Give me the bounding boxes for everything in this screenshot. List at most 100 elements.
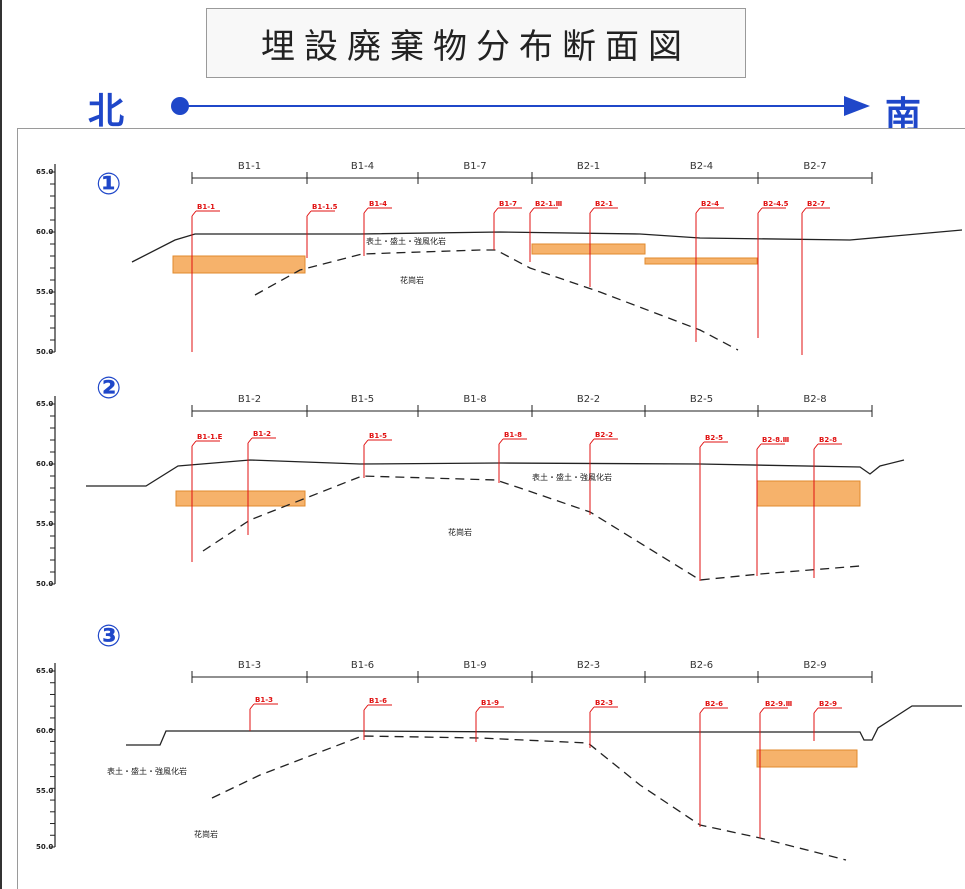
borehole-label: B2-7 bbox=[807, 200, 825, 208]
bedrock-boundary-line bbox=[254, 249, 739, 351]
borehole-leader bbox=[498, 438, 504, 445]
borehole-label: B1-4 bbox=[369, 200, 387, 208]
borehole-leader bbox=[475, 706, 481, 713]
axis-tick-label: 60.0 bbox=[36, 228, 53, 236]
span-label: B2-1 bbox=[577, 161, 600, 172]
axis-tick-label: 65.0 bbox=[36, 667, 53, 675]
granite-label: 花崗岩 bbox=[194, 829, 218, 839]
waste-layer bbox=[756, 480, 861, 507]
bedrock-boundary-line bbox=[202, 475, 861, 581]
borehole-leader bbox=[699, 441, 705, 448]
span-label: B1-8 bbox=[463, 394, 486, 405]
span-label: B2-3 bbox=[577, 660, 600, 671]
waste-layer bbox=[531, 243, 646, 255]
waste-layer bbox=[172, 255, 306, 274]
borehole-leader bbox=[191, 440, 197, 447]
borehole-leader bbox=[756, 443, 762, 450]
borehole-label: B2-4.5 bbox=[763, 200, 789, 208]
upper-layer-label: 表土・盛土・強風化岩 bbox=[366, 236, 446, 246]
borehole-label: B1-6 bbox=[369, 697, 387, 705]
borehole-leader bbox=[757, 207, 763, 214]
borehole-label: B1-1 bbox=[197, 203, 215, 211]
borehole-leader bbox=[493, 207, 499, 214]
borehole-label: B2-5 bbox=[705, 434, 723, 442]
axis-tick-label: 55.0 bbox=[36, 520, 53, 528]
borehole-leader bbox=[801, 207, 807, 214]
span-label: B1-9 bbox=[463, 660, 486, 671]
ground-surface-line bbox=[131, 229, 963, 263]
upper-layer-label: 表土・盛土・強風化岩 bbox=[107, 766, 187, 776]
granite-label: 花崗岩 bbox=[448, 527, 472, 537]
granite-label: 花崗岩 bbox=[400, 275, 424, 285]
span-label: B1-5 bbox=[351, 394, 374, 405]
borehole-leader bbox=[306, 210, 312, 217]
axis-tick-label: 60.0 bbox=[36, 727, 53, 735]
borehole-label: B2-8.Ⅲ bbox=[762, 436, 789, 444]
borehole-leader bbox=[363, 207, 369, 214]
span-label: B2-7 bbox=[803, 161, 826, 172]
section-marker: ① bbox=[96, 167, 121, 202]
borehole-label: B2-9.Ⅲ bbox=[765, 700, 792, 708]
borehole-leader bbox=[589, 438, 595, 445]
span-label: B1-4 bbox=[351, 161, 374, 172]
borehole-leader bbox=[363, 439, 369, 446]
borehole-label: B1-3 bbox=[255, 696, 273, 704]
borehole-leader bbox=[699, 707, 705, 714]
waste-layer bbox=[644, 257, 758, 265]
axis-tick-label: 55.0 bbox=[36, 787, 53, 795]
borehole-leader bbox=[249, 703, 255, 710]
axis-tick-label: 65.0 bbox=[36, 400, 53, 408]
ground-surface-line bbox=[126, 705, 962, 746]
section-marker: ③ bbox=[96, 619, 121, 654]
north-label: 北 bbox=[88, 91, 125, 132]
direction-arrow bbox=[171, 96, 870, 116]
left-edge-rule bbox=[0, 0, 2, 889]
borehole-leader bbox=[191, 210, 197, 217]
borehole-label: B1-5 bbox=[369, 432, 387, 440]
borehole-leader bbox=[695, 207, 701, 214]
borehole-leader bbox=[529, 207, 535, 214]
ground-surface-line bbox=[86, 459, 905, 487]
borehole-label: B2-3 bbox=[595, 699, 613, 707]
section-marker: ② bbox=[96, 371, 121, 406]
span-label: B2-2 bbox=[577, 394, 600, 405]
borehole-leader bbox=[589, 207, 595, 214]
borehole-leader bbox=[589, 706, 595, 713]
axis-tick-label: 60.0 bbox=[36, 460, 53, 468]
borehole-leader bbox=[813, 707, 819, 714]
borehole-leader bbox=[813, 443, 819, 450]
borehole-leader bbox=[247, 437, 253, 444]
span-label: B1-6 bbox=[351, 660, 374, 671]
borehole-label: B1-1.E bbox=[197, 433, 223, 441]
bedrock-boundary-line bbox=[211, 735, 847, 861]
span-label: B2-5 bbox=[690, 394, 713, 405]
axis-tick-label: 50.0 bbox=[36, 843, 53, 851]
axis-tick-label: 50.0 bbox=[36, 580, 53, 588]
borehole-label: B1-9 bbox=[481, 699, 499, 707]
borehole-label: B1-7 bbox=[499, 200, 517, 208]
arrow-head bbox=[844, 96, 870, 116]
span-label: B2-9 bbox=[803, 660, 826, 671]
span-label: B2-4 bbox=[690, 161, 713, 172]
axis-tick-label: 65.0 bbox=[36, 168, 53, 176]
span-label: B1-1 bbox=[238, 161, 261, 172]
borehole-label: B2-2 bbox=[595, 431, 613, 439]
borehole-label: B1-2 bbox=[253, 430, 271, 438]
upper-layer-label: 表土・盛土・強風化岩 bbox=[532, 472, 612, 482]
borehole-label: B2-6 bbox=[705, 700, 723, 708]
borehole-label: B1-8 bbox=[504, 431, 522, 439]
waste-layer bbox=[756, 749, 858, 768]
span-label: B1-2 bbox=[238, 394, 261, 405]
borehole-leader bbox=[363, 704, 369, 711]
span-label: B2-6 bbox=[690, 660, 713, 671]
borehole-leader bbox=[759, 707, 765, 714]
waste-layer bbox=[175, 490, 306, 507]
borehole-label: B2-4 bbox=[701, 200, 719, 208]
axis-tick-label: 55.0 bbox=[36, 288, 53, 296]
diagram-title: 埋設廃棄物分布断面図 bbox=[206, 8, 746, 78]
span-label: B2-8 bbox=[803, 394, 826, 405]
borehole-label: B2-1.Ⅲ bbox=[535, 200, 562, 208]
span-label: B1-7 bbox=[463, 161, 486, 172]
borehole-label: B2-8 bbox=[819, 436, 837, 444]
